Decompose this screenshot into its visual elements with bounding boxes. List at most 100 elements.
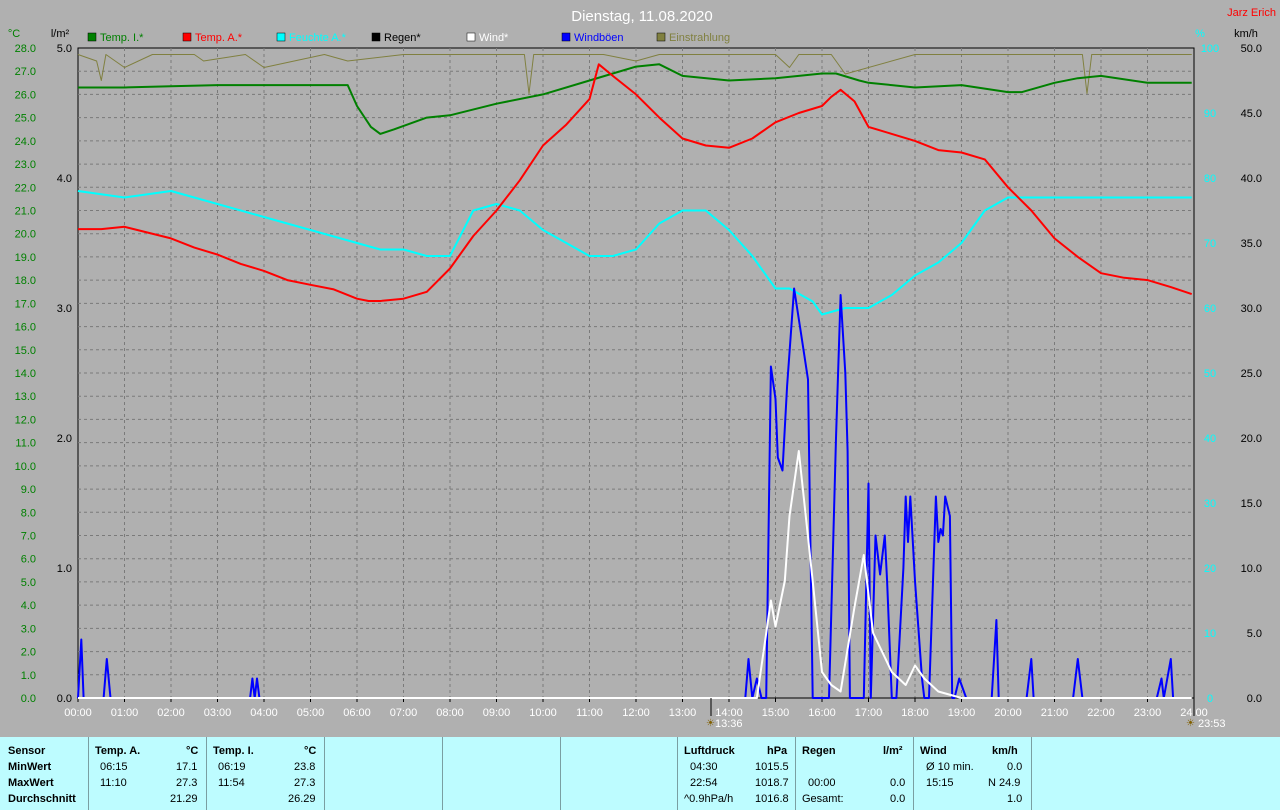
temp-a-avg: 21.29 bbox=[170, 793, 198, 805]
rain-tick-label: 2.0 bbox=[57, 433, 72, 445]
sunrise-label: 13:36 bbox=[715, 718, 743, 730]
rain-unit-label: l/m² bbox=[51, 28, 70, 40]
temp-tick-label: 21.0 bbox=[15, 206, 36, 218]
temp-tick-label: 11.0 bbox=[15, 438, 36, 450]
wind-tick-label: 25.0 bbox=[1241, 368, 1262, 380]
legend-swatch bbox=[371, 32, 381, 42]
temp-tick-label: 15.0 bbox=[15, 345, 36, 357]
wind-max: N 24.9 bbox=[988, 777, 1021, 789]
temp-tick-label: 8.0 bbox=[21, 507, 36, 519]
pressure-trend: ^0.9hPa/h bbox=[684, 793, 734, 805]
x-tick-label: 16:00 bbox=[808, 707, 836, 719]
temp-tick-label: 19.0 bbox=[15, 252, 36, 264]
x-tick-label: 15:00 bbox=[762, 707, 790, 719]
series bbox=[77, 54, 1193, 699]
wind-header: Wind bbox=[920, 745, 947, 757]
pressure-header: Luftdruck bbox=[684, 745, 735, 757]
x-tick-label: 09:00 bbox=[483, 707, 511, 719]
legend-label: Einstrahlung bbox=[669, 32, 730, 44]
wind-unit: km/h bbox=[992, 745, 1018, 757]
humidity-tick-label: 30 bbox=[1204, 498, 1216, 510]
humidity-tick-label: 70 bbox=[1204, 238, 1216, 250]
rain-tick-label: 4.0 bbox=[57, 173, 72, 185]
x-tick-label: 05:00 bbox=[297, 707, 325, 719]
wind-line bbox=[78, 450, 1192, 699]
temp-tick-label: 3.0 bbox=[21, 623, 36, 635]
temp-tick-label: 22.0 bbox=[15, 182, 36, 194]
sensor-header: Sensor bbox=[8, 745, 46, 757]
col-divider bbox=[1031, 737, 1032, 810]
legend: Temp. I.* Temp. A.* Feuchte A.* Regen* Wind*… bbox=[87, 32, 730, 44]
temp-a-unit: °C bbox=[186, 745, 199, 757]
x-tick-label: 11:00 bbox=[576, 707, 603, 719]
x-tick-label: 08:00 bbox=[436, 707, 464, 719]
wind-tick-label: 20.0 bbox=[1241, 433, 1262, 445]
humidity-tick-label: 60 bbox=[1204, 303, 1216, 315]
legend-label: Regen* bbox=[384, 32, 421, 44]
wind-tick-label: 45.0 bbox=[1241, 108, 1262, 120]
legend-swatch bbox=[561, 32, 571, 42]
legend-swatch bbox=[656, 32, 666, 42]
humidity-tick-label: 80 bbox=[1204, 173, 1216, 185]
summary-table: Sensor MinWert MaxWert Durchschnitt Temp… bbox=[0, 737, 1280, 810]
legend-label: Windböen bbox=[574, 32, 624, 44]
x-tick-label: 01:00 bbox=[111, 707, 139, 719]
row-label-max: MaxWert bbox=[8, 777, 54, 789]
temp-tick-label: 20.0 bbox=[15, 229, 36, 241]
pressure-unit: hPa bbox=[767, 745, 788, 757]
temp-tick-label: 0.0 bbox=[21, 693, 36, 705]
wind-tick-label: 5.0 bbox=[1247, 628, 1262, 640]
row-label-avg: Durchschnitt bbox=[8, 793, 76, 805]
temp-tick-label: 2.0 bbox=[21, 647, 36, 659]
x-tick-label: 17:00 bbox=[855, 707, 883, 719]
temp-tick-label: 7.0 bbox=[21, 531, 36, 543]
col-divider bbox=[677, 737, 678, 810]
temp-tick-label: 24.0 bbox=[15, 136, 36, 148]
rain-max-time: 00:00 bbox=[808, 777, 836, 789]
x-tick-label: 06:00 bbox=[343, 707, 371, 719]
x-tick-label: 00:00 bbox=[64, 707, 92, 719]
wind-max-time: 15:15 bbox=[926, 777, 954, 789]
rain-total-label: Gesamt: bbox=[802, 793, 844, 805]
temp-tick-label: 25.0 bbox=[15, 113, 36, 125]
temp-tick-label: 27.0 bbox=[15, 66, 36, 78]
temp-i-max-time: 11:54 bbox=[218, 777, 245, 789]
temp-tick-label: 13.0 bbox=[15, 391, 36, 403]
wind-tick-label: 35.0 bbox=[1241, 238, 1262, 250]
temp-tick-label: 18.0 bbox=[15, 275, 36, 287]
legend-swatch bbox=[276, 32, 286, 42]
gust-line bbox=[77, 287, 1176, 699]
x-tick-label: 23:00 bbox=[1134, 707, 1162, 719]
x-tick-label: 03:00 bbox=[204, 707, 232, 719]
x-tick-label: 19:00 bbox=[948, 707, 976, 719]
x-tick-label: 14:00 bbox=[715, 707, 743, 719]
col-divider bbox=[206, 737, 207, 810]
humidity-tick-label: 90 bbox=[1204, 108, 1216, 120]
humidity-tick-label: 10 bbox=[1204, 628, 1216, 640]
wind-tick-label: 0.0 bbox=[1247, 693, 1262, 705]
author-label: Jarz Erich bbox=[1227, 7, 1276, 19]
wind-tick-label: 10.0 bbox=[1241, 563, 1262, 575]
temp-a-min: 17.1 bbox=[176, 761, 198, 773]
sunrise-icon: ☀ bbox=[706, 718, 715, 729]
humidity-tick-label: 20 bbox=[1204, 563, 1216, 575]
rain-tick-label: 1.0 bbox=[57, 563, 72, 575]
temp-i-max: 27.3 bbox=[294, 777, 316, 789]
x-tick-label: 21:00 bbox=[1041, 707, 1069, 719]
legend-label: Temp. I.* bbox=[100, 32, 144, 44]
temp-i-min-time: 06:19 bbox=[218, 761, 246, 773]
temp-tick-label: 6.0 bbox=[21, 554, 36, 566]
rain-total: 0.0 bbox=[890, 793, 906, 805]
x-tick-label: 04:00 bbox=[250, 707, 278, 719]
pressure-avg: 1016.8 bbox=[755, 793, 789, 805]
temp-a-max: 27.3 bbox=[176, 777, 198, 789]
temp-i-min: 23.8 bbox=[294, 761, 316, 773]
humidity-unit-label: % bbox=[1195, 28, 1205, 40]
col-divider bbox=[442, 737, 443, 810]
temp-tick-label: 23.0 bbox=[15, 159, 36, 171]
col-divider bbox=[88, 737, 89, 810]
humidity-tick-label: 0 bbox=[1207, 693, 1213, 705]
weather-chart: Dienstag, 11.08.2020 Jarz Erich °C l/m² … bbox=[8, 7, 1276, 730]
x-tick-label: 20:00 bbox=[994, 707, 1022, 719]
temp-i-avg: 26.29 bbox=[288, 793, 316, 805]
